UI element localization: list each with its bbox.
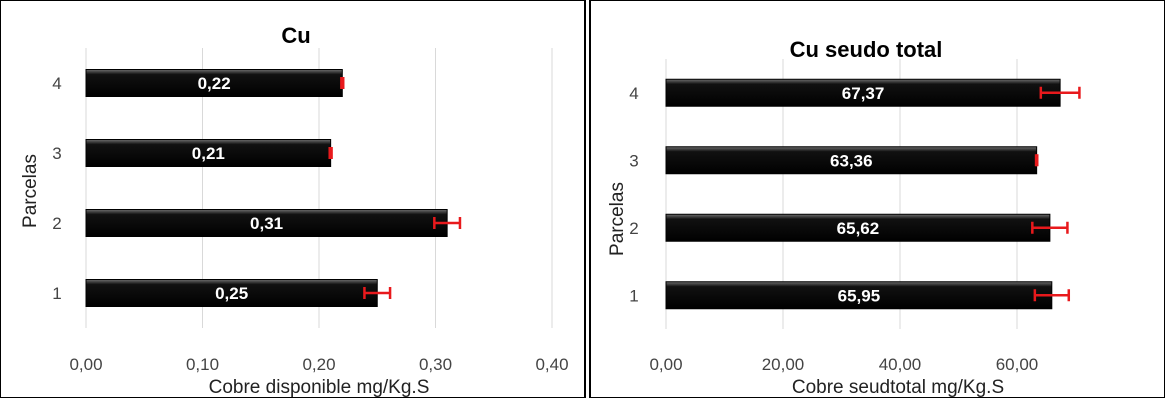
y-tick-label: 2 bbox=[52, 214, 61, 233]
x-tick-label: 0,20 bbox=[302, 355, 335, 374]
chart-title: Cu seudo total bbox=[790, 37, 943, 62]
bar bbox=[665, 146, 1038, 175]
x-tick-label: 0,30 bbox=[419, 355, 452, 374]
x-tick-label: 0,00 bbox=[69, 355, 102, 374]
data-label: 0,31 bbox=[250, 214, 283, 233]
data-label: 0,22 bbox=[198, 74, 231, 93]
data-label: 63,36 bbox=[830, 151, 873, 170]
y-tick-label: 3 bbox=[629, 151, 638, 170]
data-label: 0,21 bbox=[192, 144, 225, 163]
chart-cu-seudo-total: 0,00 20,00 40,00 60,00 65,95 1 65,62 2 63,36 3 67,… bbox=[607, 37, 1081, 398]
chart-title: Cu bbox=[281, 23, 310, 48]
chart-cu: 0,00 0,10 0,20 0,30 0,40 0,25 1 0,31 2 0,21 3 0,22 4… bbox=[20, 23, 569, 398]
data-label: 65,95 bbox=[838, 286, 881, 305]
x-tick-label: 0,00 bbox=[649, 355, 682, 374]
x-axis-title: Cobre seudtotal mg/Kg.S bbox=[792, 377, 1004, 398]
y-tick-label: 2 bbox=[629, 219, 638, 238]
x-tick-label: 40,00 bbox=[879, 355, 922, 374]
y-tick-label: 4 bbox=[52, 74, 61, 93]
bar bbox=[665, 78, 1061, 107]
y-axis-title: Parcelas bbox=[607, 182, 628, 256]
y-tick-label: 1 bbox=[629, 286, 638, 305]
data-label: 0,25 bbox=[215, 284, 248, 303]
x-tick-label: 0,40 bbox=[535, 355, 568, 374]
data-label: 65,62 bbox=[837, 219, 880, 238]
bar bbox=[85, 209, 448, 237]
y-axis-title: Parcelas bbox=[20, 154, 41, 228]
data-label: 67,37 bbox=[842, 84, 885, 103]
x-tick-label: 0,10 bbox=[186, 355, 219, 374]
y-tick-label: 4 bbox=[629, 84, 638, 103]
x-tick-label: 20,00 bbox=[762, 355, 805, 374]
chart-panel-cu-seudo-total: 0,00 20,00 40,00 60,00 65,95 1 65,62 2 63,36 3 67,… bbox=[589, 0, 1165, 398]
bar bbox=[665, 281, 1053, 310]
x-axis-title: Cobre disponible mg/Kg.S bbox=[209, 377, 430, 398]
chart-panel-cu: 0,00 0,10 0,20 0,30 0,40 0,25 1 0,31 2 0,21 3 0,22 4… bbox=[0, 0, 586, 398]
y-tick-label: 1 bbox=[52, 284, 61, 303]
bar bbox=[85, 279, 378, 307]
bar bbox=[665, 213, 1051, 242]
x-tick-label: 60,00 bbox=[996, 355, 1039, 374]
y-tick-label: 3 bbox=[52, 144, 61, 163]
